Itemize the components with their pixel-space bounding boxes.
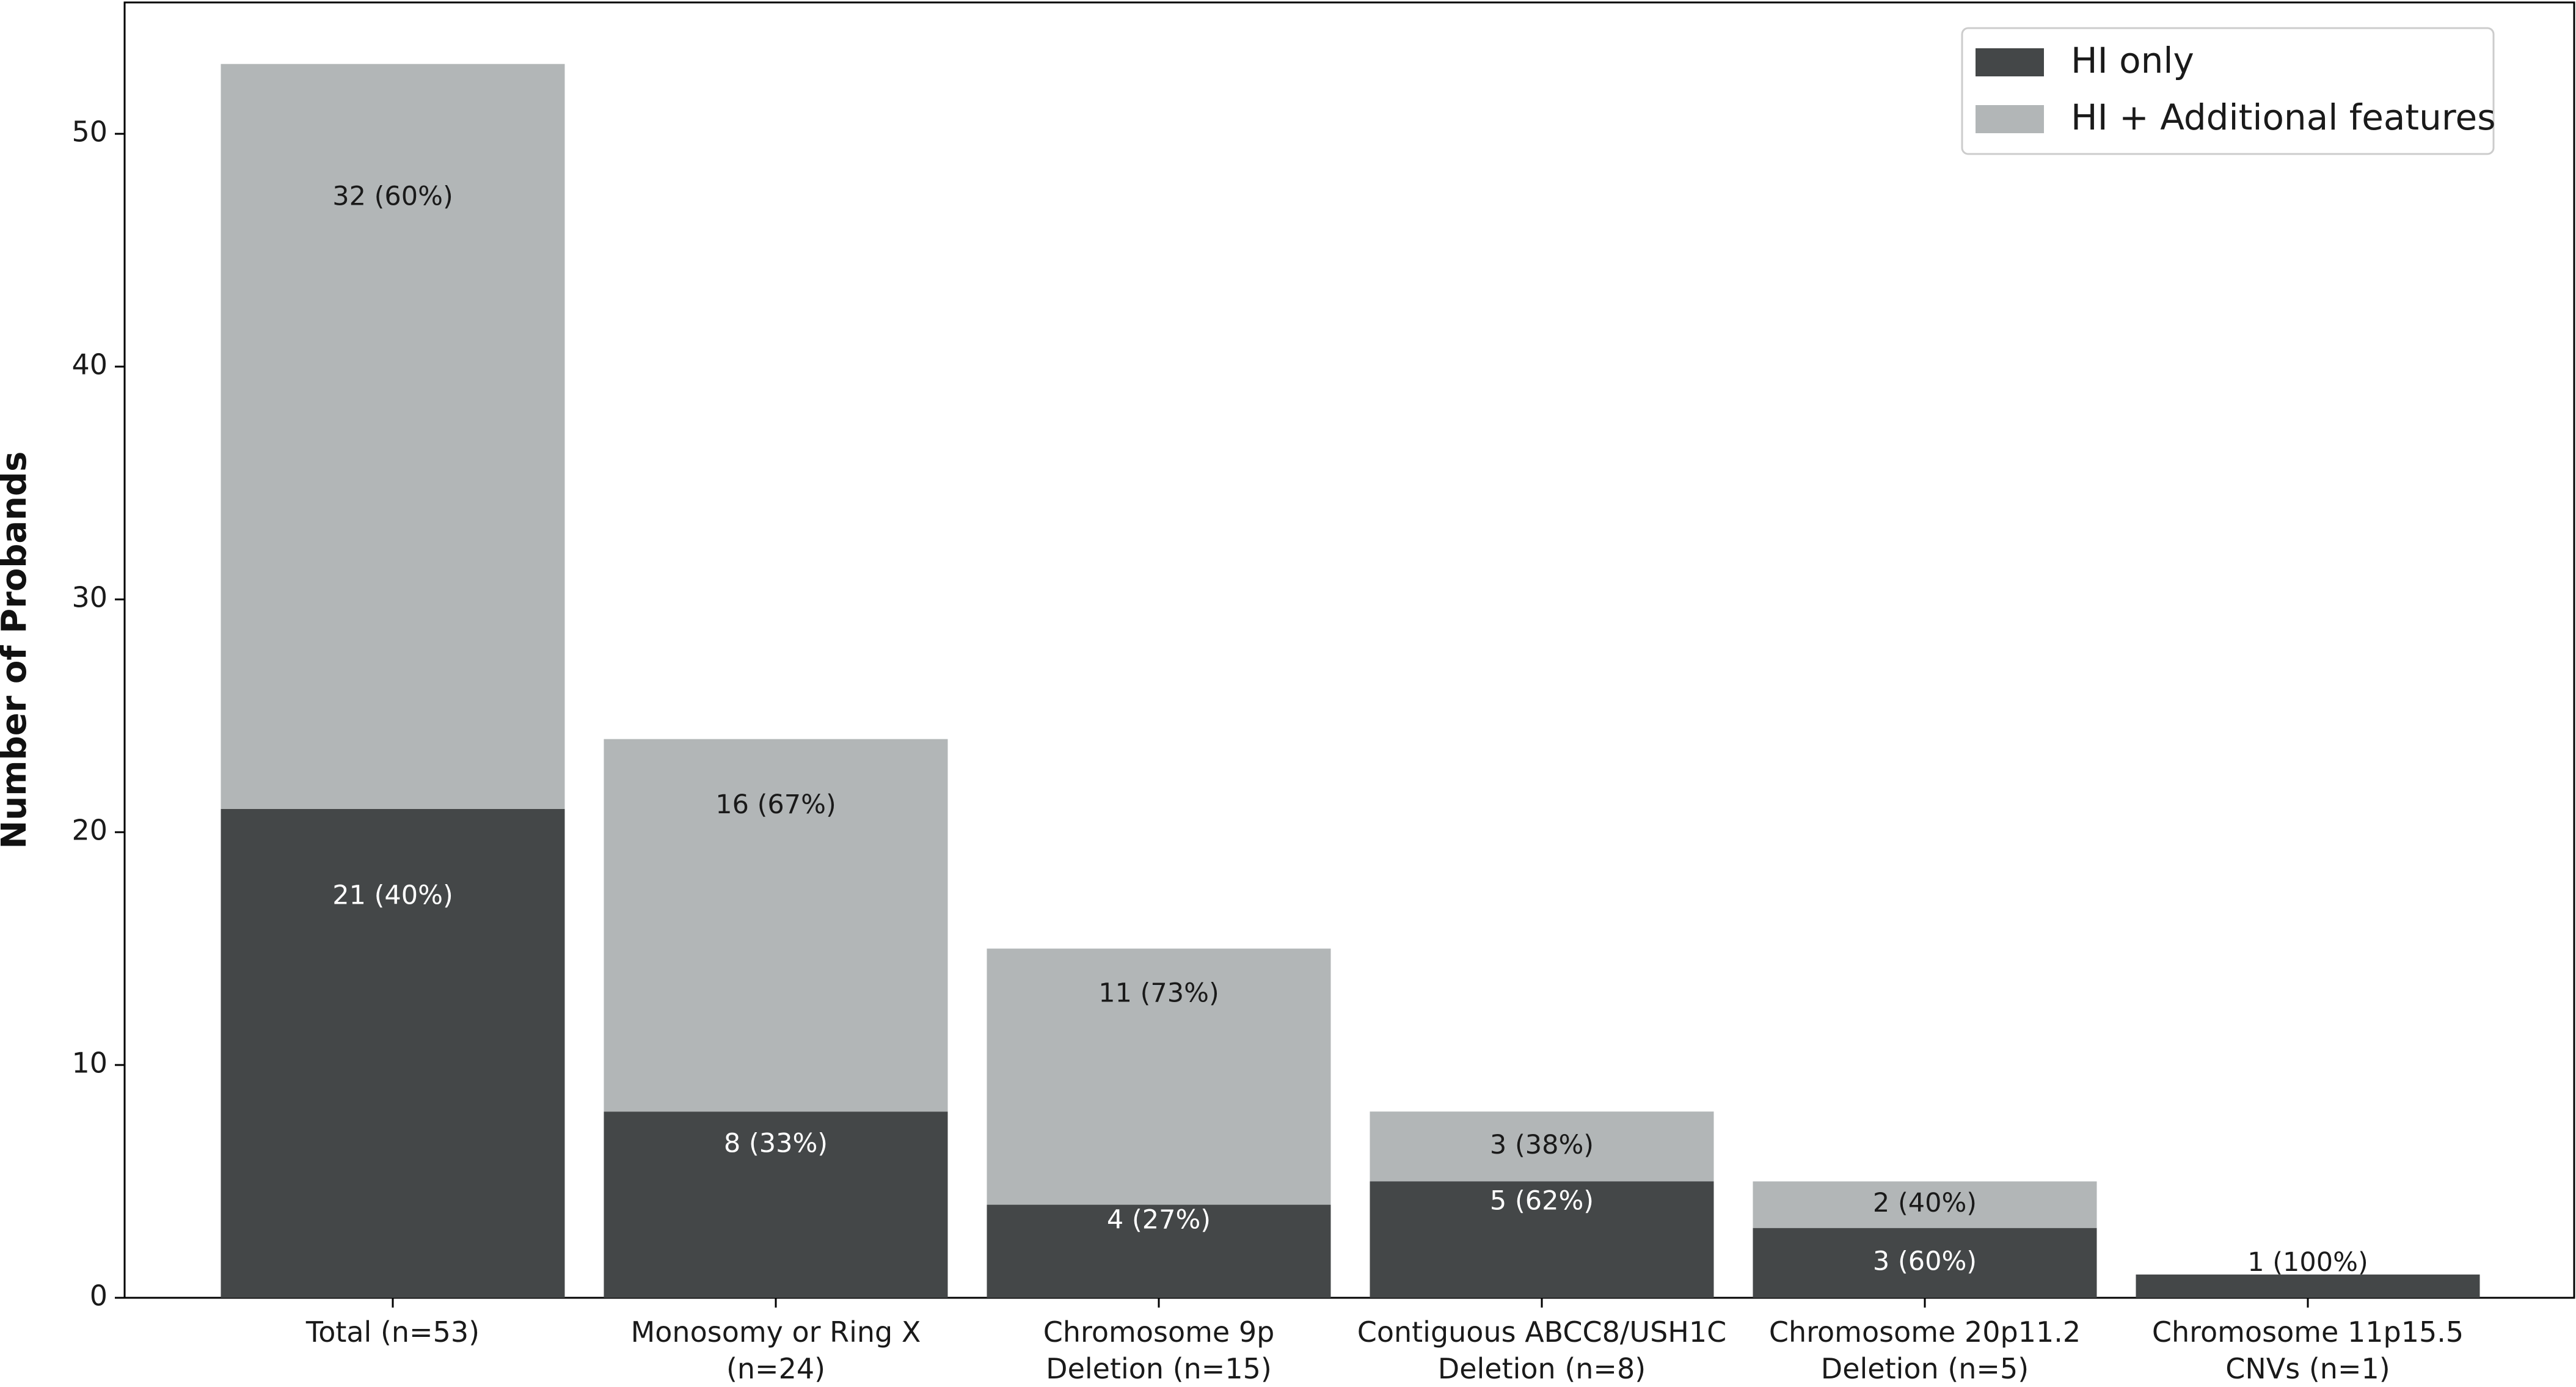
bar-segment-s1-c3 xyxy=(1370,1111,1714,1182)
y-axis: 0 10 20 30 40 50 xyxy=(71,115,125,1312)
bar-labels-layer: 21 (40%) 32 (60%) 8 (33%) 16 (67%) 4 (27%) 11… xyxy=(332,181,2368,1278)
y-axis-title: Number of Probands xyxy=(0,452,34,849)
bar-label-s1-c1: 16 (67%) xyxy=(715,789,836,820)
x-tick-label: Contiguous ABCC8/USH1C xyxy=(1357,1316,1727,1349)
x-tick-label: Chromosome 11p15.5 xyxy=(2152,1316,2464,1349)
y-tick-label: 0 xyxy=(90,1279,108,1312)
x-tick-label: Chromosome 20p11.2 xyxy=(1769,1316,2081,1349)
y-tick-label: 50 xyxy=(71,115,108,148)
legend-label-1: HI + Additional features xyxy=(2071,97,2495,138)
y-tick-label: 30 xyxy=(71,581,108,614)
x-tick-label: (n=24) xyxy=(726,1352,825,1384)
x-axis: Total (n=53) Monosomy or Ring X(n=24) Chro… xyxy=(305,1298,2464,1385)
bar-label-s0-c4: 3 (60%) xyxy=(1873,1246,1977,1276)
legend-label-0: HI only xyxy=(2071,40,2194,81)
x-tick-label: Chromosome 9p xyxy=(1043,1316,1275,1349)
bar-segment-s1-c1 xyxy=(604,739,948,1112)
bar-label-s0-c1: 8 (33%) xyxy=(724,1129,828,1159)
x-tick-label: CNVs (n=1) xyxy=(2225,1352,2390,1384)
legend-box xyxy=(1961,27,2495,155)
y-tick-label: 20 xyxy=(71,814,108,847)
x-tick-label: Total (n=53) xyxy=(305,1316,480,1349)
x-tick-label: Monosomy or Ring X xyxy=(631,1316,921,1349)
bar-label-s0-c0: 21 (40%) xyxy=(332,880,453,910)
bar-label-s0-c2: 4 (27%) xyxy=(1107,1205,1211,1235)
legend-swatch-1 xyxy=(1976,105,2044,133)
x-tick-label: Deletion (n=8) xyxy=(1438,1352,1646,1384)
y-tick-label: 40 xyxy=(71,348,108,381)
bar-segment-s0-c0 xyxy=(221,808,565,1298)
bars-layer xyxy=(221,64,2480,1298)
bar-label-s1-c3: 3 (38%) xyxy=(1490,1130,1594,1160)
plot-frame xyxy=(123,1,2575,1299)
bar-label-s1-c0: 32 (60%) xyxy=(332,181,453,212)
bar-segment-s0-c4 xyxy=(1753,1228,2097,1298)
bar-segment-s1-c2 xyxy=(987,948,1331,1205)
bar-label-s0-c3: 5 (62%) xyxy=(1490,1185,1594,1216)
bar-label-s0-c5: 1 (100%) xyxy=(2247,1247,2368,1278)
bar-segment-s0-c5 xyxy=(2136,1274,2480,1298)
x-tick-label: Deletion (n=15) xyxy=(1046,1352,1272,1384)
bar-segment-s0-c3 xyxy=(1370,1181,1714,1298)
bar-segment-s1-c0 xyxy=(221,64,565,809)
bar-segment-s0-c1 xyxy=(604,1111,948,1298)
bar-segment-s0-c2 xyxy=(987,1204,1331,1298)
x-tick-label: Deletion (n=5) xyxy=(1821,1352,2029,1384)
bar-label-s1-c2: 11 (73%) xyxy=(1098,978,1219,1008)
legend-swatch-0 xyxy=(1976,48,2044,76)
bar-segment-s1-c4 xyxy=(1753,1181,2097,1228)
legend: HI only HI + Additional features xyxy=(1961,27,2495,155)
y-tick-label: 10 xyxy=(71,1047,108,1080)
bar-label-s1-c4: 2 (40%) xyxy=(1873,1188,1977,1218)
